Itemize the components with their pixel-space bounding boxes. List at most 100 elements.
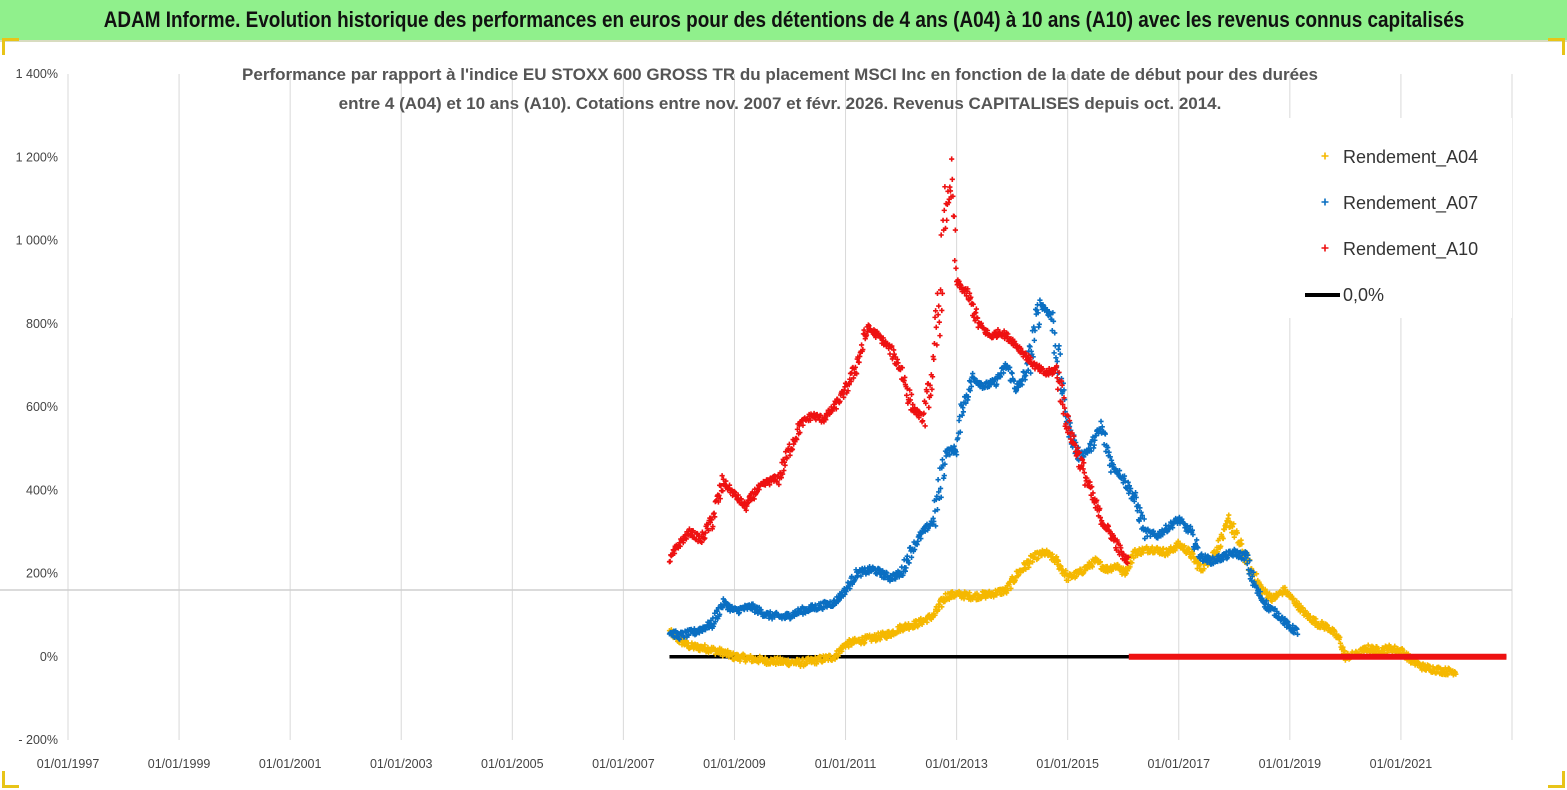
data-point [920, 418, 926, 424]
data-point [918, 535, 924, 542]
data-point [1028, 370, 1034, 376]
data-point [1201, 566, 1207, 572]
data-point [1223, 523, 1229, 529]
data-point [966, 590, 973, 596]
data-point [1149, 544, 1155, 550]
data-point [931, 356, 937, 362]
data-point [963, 400, 969, 406]
data-point [1005, 587, 1011, 594]
data-point [952, 257, 958, 264]
chart-title-line-1: Performance par rapport à l'indice EU ST… [242, 65, 1318, 84]
data-point [1321, 244, 1329, 252]
data-point [1226, 512, 1232, 518]
data-point [935, 607, 941, 613]
data-point [1037, 297, 1043, 303]
data-point [1066, 418, 1073, 424]
data-point [852, 364, 859, 370]
data-point [895, 360, 901, 366]
data-point [1060, 401, 1066, 408]
data-point [1110, 532, 1116, 539]
data-point [1025, 367, 1031, 373]
y-tick-label: 0% [40, 650, 58, 664]
data-point [1250, 569, 1257, 575]
data-point [947, 452, 953, 458]
data-point [896, 574, 902, 580]
data-point [904, 392, 910, 398]
data-point [1265, 602, 1271, 608]
data-point [1121, 473, 1128, 479]
data-point [1074, 445, 1081, 451]
data-point [1099, 424, 1105, 430]
data-point [1023, 350, 1029, 356]
data-point [849, 573, 855, 580]
data-point [950, 193, 956, 199]
x-tick-label: 01/01/2015 [1036, 757, 1099, 771]
data-point [709, 517, 715, 523]
series-rendement_a04 [666, 512, 1459, 678]
data-point [935, 477, 941, 483]
data-point [1294, 631, 1301, 637]
data-point [929, 521, 936, 527]
data-point [961, 596, 967, 602]
data-point [939, 307, 945, 314]
data-point [717, 611, 723, 618]
data-point [1053, 363, 1060, 369]
data-point [839, 648, 845, 654]
data-point [877, 637, 883, 643]
data-point [1137, 505, 1143, 511]
data-point [1063, 421, 1069, 427]
data-point [716, 492, 722, 499]
data-point [907, 387, 913, 393]
data-point [929, 386, 935, 392]
data-point [1127, 564, 1133, 570]
data-point [923, 400, 929, 406]
data-point [1294, 626, 1300, 632]
data-point [927, 382, 933, 388]
data-point [1054, 375, 1060, 381]
data-point [866, 323, 872, 329]
data-point [931, 518, 937, 525]
data-point [1102, 431, 1108, 437]
data-point [1243, 555, 1249, 561]
series-layer [666, 156, 1507, 678]
data-point [929, 374, 936, 380]
data-point [956, 278, 962, 285]
data-point [1229, 524, 1236, 530]
data-point [1296, 600, 1302, 607]
data-point [972, 318, 978, 324]
axes: 01/01/1997 01/01/1999 01/01/2001 01/01/2003… [16, 67, 1433, 771]
data-point [1081, 460, 1087, 466]
data-point [1057, 351, 1063, 357]
data-point [876, 566, 883, 572]
data-point [1013, 387, 1020, 393]
data-point [1079, 457, 1086, 463]
data-point [932, 612, 938, 618]
data-point [934, 342, 940, 348]
data-point [1011, 378, 1017, 384]
data-point [924, 389, 930, 395]
data-point [949, 176, 955, 182]
data-point [1342, 648, 1348, 654]
data-point [1097, 559, 1103, 565]
data-point [1031, 324, 1037, 330]
data-point [1005, 331, 1011, 337]
data-point [942, 225, 949, 231]
data-point [1107, 454, 1113, 460]
data-point [845, 388, 851, 394]
data-point [1098, 418, 1104, 424]
data-point [858, 573, 864, 579]
data-point [1060, 411, 1066, 417]
data-point [1124, 560, 1131, 566]
data-point [1128, 485, 1134, 492]
data-point [1132, 490, 1139, 496]
data-point [1276, 610, 1282, 617]
data-point [1106, 449, 1112, 455]
y-tick-label: 800% [26, 317, 58, 331]
data-point [1034, 307, 1040, 313]
data-point [1172, 547, 1178, 554]
data-point [1253, 571, 1260, 577]
data-point [1231, 534, 1237, 540]
data-point [1073, 573, 1079, 580]
data-point [1055, 558, 1062, 564]
data-point [671, 550, 678, 556]
